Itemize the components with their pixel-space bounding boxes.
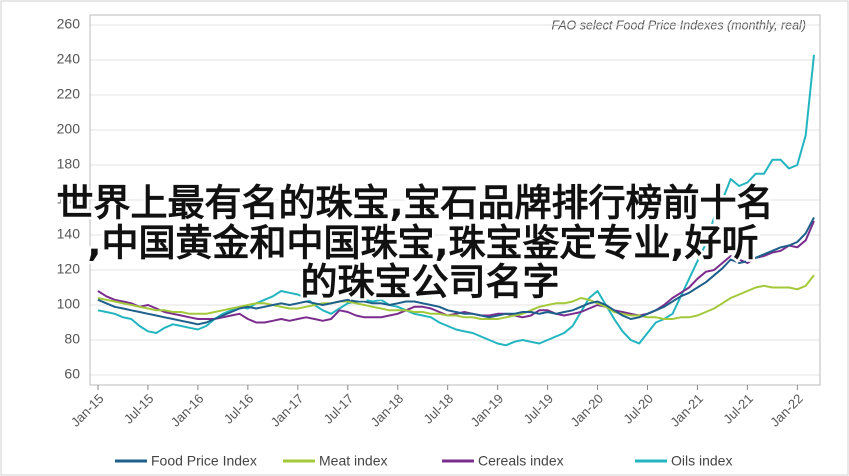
y-tick-label: 60 [64,366,80,382]
headline: ,中国黄金和中国珠宝,珠宝鉴定专业,好听 [87,222,758,265]
y-tick-label: 260 [57,16,81,32]
legend-label: Cereals index [478,453,564,469]
legend-item: Oils index [635,453,732,469]
y-tick-label: 80 [64,331,80,347]
y-tick-label: 220 [57,86,81,102]
legend-label: Food Price Index [151,453,257,469]
legend-item: Food Price Index [115,453,257,469]
y-tick-label: 100 [57,296,81,312]
headline: 世界上最有名的珠宝,宝石品牌排行榜前十名 [56,182,773,225]
y-tick-label: 160 [57,191,81,207]
y-tick-label: 200 [57,121,81,137]
legend-item: Cereals index [442,453,564,469]
y-tick-label: 120 [57,261,81,277]
series-line [97,274,815,320]
y-tick-label: 140 [57,226,81,242]
legend-label: Oils index [671,453,732,469]
plot-frame [89,14,821,386]
y-tick-label: 180 [57,156,81,172]
headline: 的珠宝公司名字 [301,261,560,304]
legend-item: Meat index [283,453,387,469]
series-line [97,217,815,326]
y-tick-label: 240 [57,51,81,67]
legend-label: Meat index [319,453,387,469]
